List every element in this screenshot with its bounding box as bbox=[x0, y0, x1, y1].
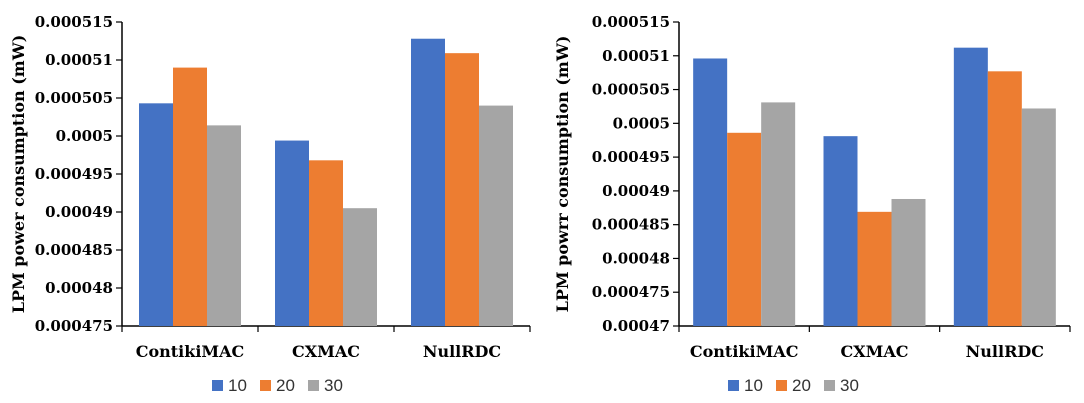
left-y-tick-label-1: 0.00048 bbox=[45, 279, 113, 297]
left-legend-swatch-20 bbox=[260, 380, 271, 391]
left-y-tick-label-7: 0.00051 bbox=[45, 51, 113, 69]
left-category-label-2: NullRDC bbox=[423, 342, 501, 361]
chart-right-svg: LPM powrr consumption (mW) 0.00047 0.00047… bbox=[553, 13, 1071, 395]
right-y-tick-label-5: 0.000495 bbox=[592, 148, 670, 166]
left-bar-20-CXMAC bbox=[309, 160, 343, 326]
left-y-tick-label-0: 0.000475 bbox=[35, 317, 113, 335]
right-y-tick-label-7: 0.000505 bbox=[592, 81, 670, 99]
left-legend-swatch-10 bbox=[212, 380, 223, 391]
right-category-label-0: ContikiMAC bbox=[690, 342, 799, 361]
left-bar-30-CXMAC bbox=[343, 208, 377, 326]
right-bar-10-NullRDC bbox=[953, 47, 988, 326]
left-bar-20-ContikiMAC bbox=[173, 67, 207, 326]
left-bar-10-ContikiMAC bbox=[139, 103, 173, 326]
left-bar-10-NullRDC bbox=[411, 38, 445, 326]
left-y-tick-label-3: 0.00049 bbox=[45, 203, 113, 221]
right-legend-swatch-20 bbox=[776, 380, 787, 391]
left-bar-20-NullRDC bbox=[445, 53, 479, 326]
right-bar-20-ContikiMAC bbox=[727, 132, 762, 326]
right-bar-20-NullRDC bbox=[987, 71, 1022, 326]
chart-left: LPM power consumption (mW) 0.000475 0.0004… bbox=[9, 13, 531, 395]
right-y-tick-label-6: 0.0005 bbox=[613, 114, 670, 132]
right-legend-swatch-30 bbox=[824, 380, 835, 391]
left-y-tick-label-4: 0.000495 bbox=[35, 165, 113, 183]
left-category-label-0: ContikiMAC bbox=[136, 342, 245, 361]
right-legend-label-20: 20 bbox=[792, 376, 811, 395]
right-legend-label-30: 30 bbox=[840, 376, 859, 395]
right-category-label-1: CXMAC bbox=[840, 342, 908, 361]
right-bar-10-ContikiMAC bbox=[693, 58, 728, 326]
right-y-tick-label-8: 0.00051 bbox=[602, 47, 670, 65]
right-bar-20-CXMAC bbox=[857, 211, 892, 326]
chart-left-svg: LPM power consumption (mW) 0.000475 0.0004… bbox=[9, 13, 531, 395]
left-y-tick-label-5: 0.0005 bbox=[56, 127, 113, 145]
left-y-tick-label-2: 0.000485 bbox=[35, 241, 113, 259]
left-legend-label-10: 10 bbox=[228, 376, 247, 395]
left-bar-10-CXMAC bbox=[275, 140, 309, 326]
right-y-tick-label-0: 0.00047 bbox=[602, 317, 670, 335]
left-bar-30-NullRDC bbox=[479, 105, 513, 326]
right-bar-30-NullRDC bbox=[1021, 108, 1056, 327]
right-legend-swatch-10 bbox=[728, 380, 739, 391]
right-category-label-2: NullRDC bbox=[966, 342, 1044, 361]
right-y-tick-label-2: 0.00048 bbox=[602, 249, 670, 267]
left-y-tick-label-6: 0.000505 bbox=[35, 89, 113, 107]
left-y-tick-label-8: 0.000515 bbox=[35, 13, 113, 31]
right-bar-30-ContikiMAC bbox=[761, 102, 796, 326]
right-y-tick-label-4: 0.00049 bbox=[602, 182, 670, 200]
right-y-tick-label-3: 0.000485 bbox=[592, 216, 670, 234]
right-y-axis-title: LPM powrr consumption (mW) bbox=[553, 36, 572, 313]
left-bar-30-ContikiMAC bbox=[207, 125, 241, 326]
chart-right: LPM powrr consumption (mW) 0.00047 0.00047… bbox=[542, 0, 1084, 403]
right-bar-30-CXMAC bbox=[891, 198, 926, 326]
right-y-tick-label-1: 0.000475 bbox=[592, 283, 670, 301]
left-legend-label-20: 20 bbox=[276, 376, 295, 395]
right-y-tick-label-9: 0.000515 bbox=[592, 13, 670, 31]
right-bar-10-CXMAC bbox=[823, 136, 858, 326]
left-legend-label-30: 30 bbox=[324, 376, 343, 395]
left-legend-swatch-30 bbox=[308, 380, 319, 391]
left-y-axis-title: LPM power consumption (mW) bbox=[9, 35, 28, 314]
right-legend-label-10: 10 bbox=[744, 376, 763, 395]
left-category-label-1: CXMAC bbox=[292, 342, 360, 361]
